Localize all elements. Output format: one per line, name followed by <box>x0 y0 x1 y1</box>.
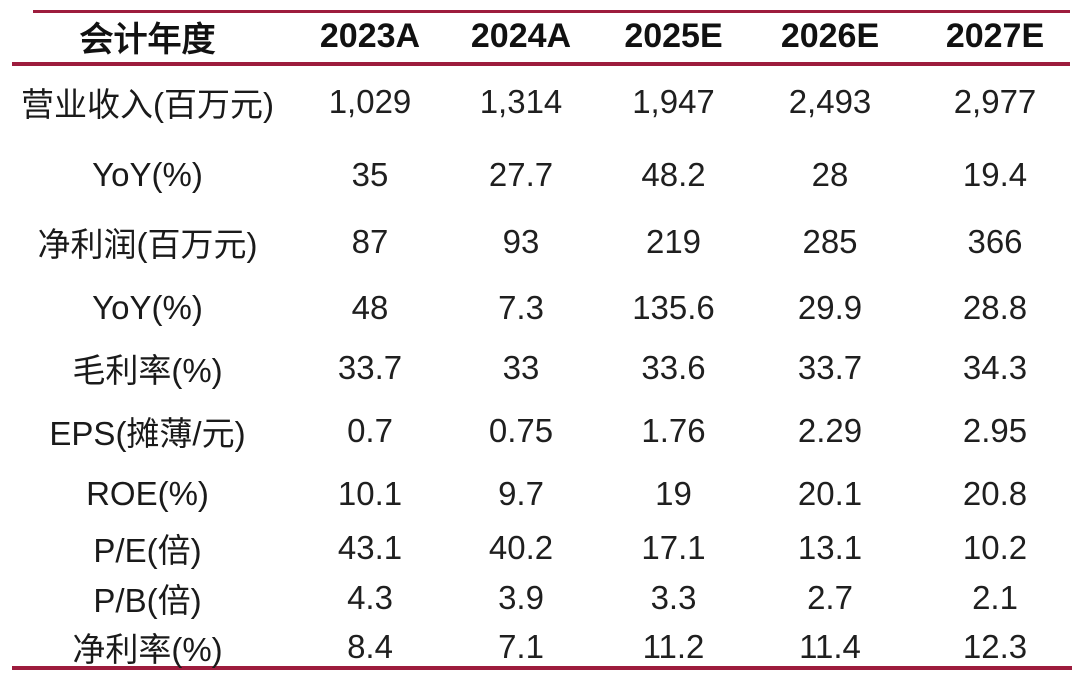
data-table: 会计年度 2023A 2024A 2025E 2026E 2027E 营业收入(… <box>0 10 1080 671</box>
header-2023a: 2023A <box>319 16 421 55</box>
table-cell: 2,493 <box>788 83 872 120</box>
table-row: P/E(倍) 43.1 40.2 17.1 13.1 10.2 <box>0 523 1080 573</box>
table-body: 营业收入(百万元) 1,029 1,314 1,947 2,493 2,977 YoY(%)… <box>0 62 1080 671</box>
table-cell: 4.3 <box>347 579 393 616</box>
row-label: 净利率(%) <box>72 631 223 668</box>
table-row: 净利率(%) 8.4 7.1 11.2 11.4 12.3 <box>0 623 1080 671</box>
table-cell: 1,029 <box>328 83 412 120</box>
table-cell: 1,947 <box>632 83 715 120</box>
table-cell: 135.6 <box>632 288 715 326</box>
row-label: 净利润(百万元) <box>37 226 258 263</box>
bottom-rule <box>12 666 1072 670</box>
table-row: 净利润(百万元) 87 93 219 285 366 <box>0 207 1080 277</box>
table-cell: 11.4 <box>799 628 861 665</box>
table-row: EPS(摊薄/元) 0.7 0.75 1.76 2.29 2.95 <box>0 397 1080 465</box>
table-cell: 29.9 <box>797 288 863 326</box>
table-cell: 28.8 <box>962 288 1028 326</box>
table-cell: 43.1 <box>337 529 403 566</box>
header-divider-rule <box>12 62 1070 66</box>
table-cell: 33 <box>502 348 540 386</box>
table-cell: 33.7 <box>337 348 403 386</box>
table-cell: 3.3 <box>650 579 697 616</box>
row-label: EPS(摊薄/元) <box>49 415 246 452</box>
table-cell: 10.1 <box>337 475 403 512</box>
table-cell: 285 <box>802 223 858 260</box>
table-cell: 8.4 <box>347 628 393 665</box>
table-cell: 28 <box>811 155 849 193</box>
table-cell: 1,314 <box>479 83 563 120</box>
header-row: 会计年度 2023A 2024A 2025E 2026E 2027E <box>0 10 1080 62</box>
header-2027e: 2027E <box>945 16 1045 55</box>
table-row: 营业收入(百万元) 1,029 1,314 1,947 2,493 2,977 <box>0 62 1080 142</box>
row-label: P/E(倍) <box>93 532 202 569</box>
table-cell: 27.7 <box>488 155 554 193</box>
table-cell: 93 <box>502 223 540 260</box>
table-cell: 12.3 <box>962 628 1028 665</box>
row-label: YoY(%) <box>92 155 203 193</box>
table-cell: 2.1 <box>972 579 1018 616</box>
table-cell: 219 <box>645 223 702 260</box>
header-2026e: 2026E <box>780 16 880 55</box>
table-cell: 3.9 <box>498 579 544 616</box>
table-cell: 17.1 <box>641 529 706 566</box>
table-cell: 33.7 <box>797 348 863 386</box>
header-2025e: 2025E <box>624 16 723 55</box>
table-cell: 35 <box>351 155 389 193</box>
table-cell: 19 <box>655 475 692 512</box>
table-cell: 1.76 <box>641 412 706 449</box>
row-label: YoY(%) <box>92 288 203 326</box>
table-row: 毛利率(%) 33.7 33 33.6 33.7 34.3 <box>0 338 1080 397</box>
table-cell: 7.1 <box>498 628 544 665</box>
table-cell: 10.2 <box>962 529 1028 566</box>
table-cell: 9.7 <box>498 475 544 512</box>
table-cell: 0.75 <box>488 412 554 449</box>
table-cell: 366 <box>967 223 1023 260</box>
table-row: YoY(%) 35 27.7 48.2 28 19.4 <box>0 142 1080 207</box>
table-cell: 48 <box>351 288 389 326</box>
table-cell: 13.1 <box>797 529 863 566</box>
table-cell: 11.2 <box>642 628 705 665</box>
row-label: 毛利率(%) <box>72 351 223 389</box>
table-cell: 40.2 <box>488 529 554 566</box>
table-cell: 0.7 <box>347 412 393 449</box>
table-cell: 2.7 <box>807 579 853 616</box>
header-fiscal-year: 会计年度 <box>79 20 216 59</box>
table-cell: 19.4 <box>962 155 1028 193</box>
table-cell: 7.3 <box>498 288 544 326</box>
table-cell: 2.95 <box>962 412 1028 449</box>
table-cell: 20.1 <box>797 475 863 512</box>
row-label: P/B(倍) <box>93 582 202 619</box>
row-label: 营业收入(百万元) <box>21 86 274 123</box>
row-label: ROE(%) <box>86 475 209 512</box>
table-cell: 2.29 <box>797 412 863 449</box>
table-row: ROE(%) 10.1 9.7 19 20.1 20.8 <box>0 465 1080 523</box>
table-cell: 2,977 <box>953 83 1037 120</box>
table-cell: 87 <box>351 223 389 260</box>
table-row: P/B(倍) 4.3 3.9 3.3 2.7 2.1 <box>0 573 1080 623</box>
table-cell: 34.3 <box>962 348 1028 386</box>
table-cell: 20.8 <box>962 475 1028 512</box>
top-rule <box>33 10 1070 13</box>
table-cell: 33.6 <box>641 348 706 386</box>
table-cell: 48.2 <box>641 155 706 193</box>
header-2024a: 2024A <box>470 16 572 55</box>
table-row: YoY(%) 48 7.3 135.6 29.9 28.8 <box>0 277 1080 338</box>
